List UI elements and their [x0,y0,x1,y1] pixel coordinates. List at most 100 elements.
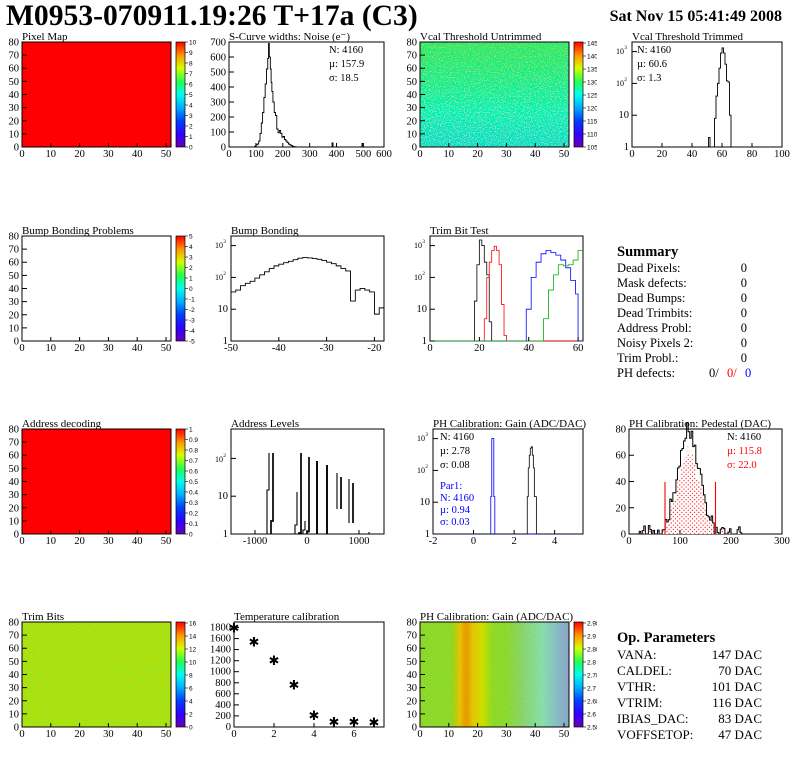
svg-text:30: 30 [103,536,114,547]
svg-text:1: 1 [422,336,427,347]
svg-text:0: 0 [19,536,24,547]
svg-text:2: 2 [425,464,428,470]
svg-text:-40: -40 [272,343,286,354]
svg-text:2: 2 [624,77,627,83]
svg-text:20: 20 [74,536,85,547]
svg-text:0: 0 [417,149,422,160]
svg-text:60: 60 [573,343,584,354]
svg-text:0: 0 [14,530,19,541]
svg-text:-20: -20 [367,343,381,354]
svg-text:σ: 0.08: σ: 0.08 [440,460,470,471]
svg-text:10: 10 [189,40,197,47]
svg-text:10: 10 [9,517,20,528]
svg-text:20: 20 [472,149,483,160]
svg-text:100: 100 [774,149,790,160]
svg-text:10: 10 [46,536,57,547]
svg-text:50: 50 [161,149,172,160]
svg-text:0.2: 0.2 [189,511,198,518]
svg-text:3: 3 [624,45,627,51]
svg-text:4: 4 [189,699,193,706]
svg-text:300: 300 [210,98,226,109]
svg-text:105: 105 [587,145,597,152]
svg-text:40: 40 [407,670,418,681]
svg-text:10: 10 [417,304,428,315]
svg-text:20: 20 [407,116,418,127]
svg-text:30: 30 [501,149,512,160]
svg-text:Address Probl:: Address Probl: [617,321,692,335]
svg-text:40: 40 [616,477,627,488]
svg-text:2.58: 2.58 [587,725,597,732]
svg-text:500: 500 [210,68,226,79]
svg-text:σ: 0.03: σ: 0.03 [440,517,470,528]
svg-text:70 DAC: 70 DAC [718,663,762,678]
svg-text:Noisy Pixels 2:: Noisy Pixels 2: [617,336,693,350]
svg-text:30: 30 [9,297,20,308]
svg-text:3: 3 [189,255,193,262]
svg-text:10: 10 [46,729,57,740]
svg-text:10: 10 [215,241,223,250]
svg-text:40: 40 [407,90,418,101]
svg-text:1000: 1000 [349,536,370,547]
svg-text:200: 200 [215,711,231,722]
svg-text:Par1:: Par1: [440,481,462,492]
svg-text:20: 20 [407,696,418,707]
svg-text:100: 100 [210,128,226,139]
svg-text:✱: ✱ [289,678,300,693]
svg-text:0.5: 0.5 [189,479,198,486]
svg-text:2.9: 2.9 [587,634,596,641]
svg-text:16: 16 [189,621,197,628]
svg-text:115: 115 [587,119,597,126]
svg-text:5: 5 [189,92,193,99]
svg-text:40: 40 [9,90,20,101]
svg-text:70: 70 [407,631,418,642]
svg-text:Bump Bonding: Bump Bonding [231,225,299,237]
svg-text:✱: ✱ [349,715,360,730]
svg-text:µ: 115.8: µ: 115.8 [727,446,762,457]
svg-text:100: 100 [672,536,688,547]
svg-text:Summary: Summary [617,244,679,260]
svg-text:700: 700 [210,38,226,49]
svg-text:Bump Bonding Problems: Bump Bonding Problems [22,225,134,237]
svg-text:147 DAC: 147 DAC [712,647,762,662]
svg-text:1: 1 [223,529,228,540]
svg-text:101 DAC: 101 DAC [712,679,762,694]
svg-text:0: 0 [741,351,747,365]
svg-text:70: 70 [9,438,20,449]
svg-text:40: 40 [530,729,541,740]
svg-text:30: 30 [103,149,114,160]
svg-text:40: 40 [687,149,698,160]
svg-text:10: 10 [218,491,229,502]
svg-text:4: 4 [189,244,193,251]
svg-text:20: 20 [616,503,627,514]
svg-text:30: 30 [9,683,20,694]
svg-text:0: 0 [745,366,751,380]
svg-text:20: 20 [657,149,668,160]
svg-text:2: 2 [271,729,276,740]
svg-text:2: 2 [189,124,193,131]
svg-text:-4: -4 [189,328,195,335]
svg-text:50: 50 [559,149,570,160]
svg-text:2: 2 [511,536,516,547]
svg-text:0: 0 [741,306,747,320]
svg-text:3: 3 [422,239,425,245]
svg-text:600: 600 [215,689,231,700]
svg-text:0: 0 [19,729,24,740]
svg-text:400: 400 [329,149,345,160]
svg-text:600: 600 [376,149,392,160]
svg-text:300: 300 [774,536,790,547]
svg-text:0: 0 [189,145,193,152]
svg-text:50: 50 [407,657,418,668]
svg-text:8: 8 [189,61,193,68]
svg-text:0.1: 0.1 [189,521,198,528]
svg-text:-5: -5 [189,339,195,346]
svg-text:Trim Bit Test: Trim Bit Test [430,225,489,237]
svg-text:10: 10 [417,466,425,475]
svg-text:✱: ✱ [309,708,320,723]
svg-text:10: 10 [616,79,624,88]
svg-text:20: 20 [474,343,485,354]
svg-text:9: 9 [189,50,193,57]
svg-text:✱: ✱ [269,653,280,668]
svg-text:0.6: 0.6 [189,469,198,476]
svg-text:20: 20 [74,729,85,740]
svg-text:0.9: 0.9 [189,437,198,444]
